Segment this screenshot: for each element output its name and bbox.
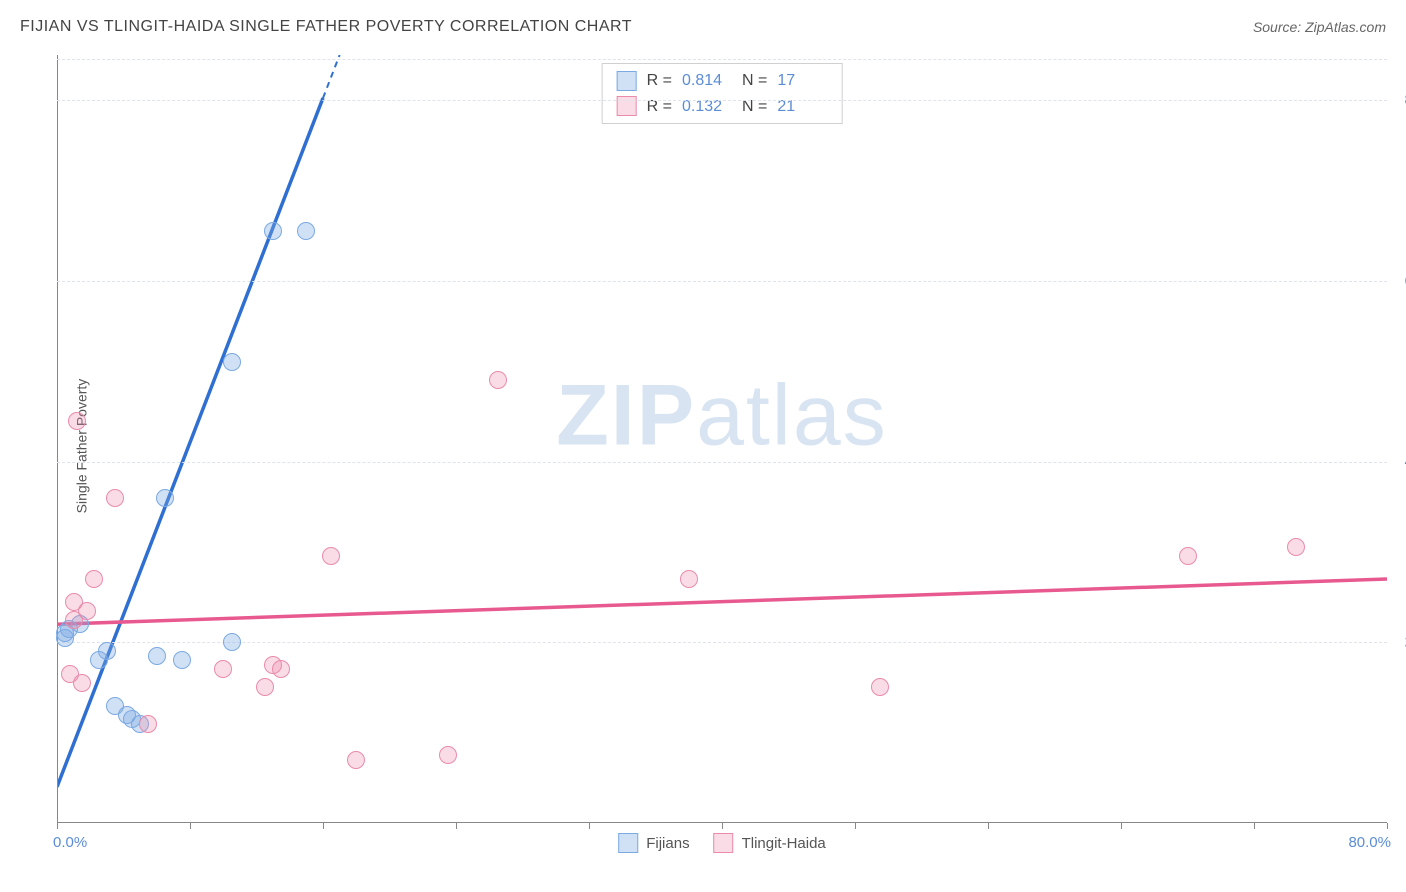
data-point	[439, 746, 457, 764]
x-tick	[190, 823, 191, 829]
data-point	[489, 371, 507, 389]
trend-lines	[57, 55, 1387, 823]
x-tick	[323, 823, 324, 829]
y-tick-label: 40.0%	[1392, 453, 1406, 470]
y-tick-label: 80.0%	[1392, 92, 1406, 109]
data-point	[871, 678, 889, 696]
data-point	[65, 593, 83, 611]
x-tick-label: 0.0%	[53, 834, 87, 851]
gridline	[57, 462, 1387, 463]
series-legend: Fijians Tlingit-Haida	[618, 833, 826, 853]
data-point	[73, 674, 91, 692]
data-point	[85, 570, 103, 588]
data-point	[264, 222, 282, 240]
data-point	[68, 412, 86, 430]
data-point	[1179, 547, 1197, 565]
gridline	[57, 100, 1387, 101]
y-tick-label: 60.0%	[1392, 272, 1406, 289]
x-tick	[589, 823, 590, 829]
data-point	[118, 706, 136, 724]
data-point	[680, 570, 698, 588]
data-point	[98, 642, 116, 660]
x-tick	[1254, 823, 1255, 829]
x-tick-label: 80.0%	[1348, 834, 1391, 851]
data-point	[1287, 538, 1305, 556]
legend-row: R =0.814 N =17	[617, 68, 828, 94]
x-tick	[1387, 823, 1388, 829]
x-tick	[855, 823, 856, 829]
data-point	[148, 647, 166, 665]
y-tick-label: 20.0%	[1392, 634, 1406, 651]
data-point	[156, 489, 174, 507]
y-axis-line	[57, 55, 58, 823]
x-tick	[988, 823, 989, 829]
x-tick	[456, 823, 457, 829]
data-point	[223, 633, 241, 651]
legend-item: Fijians	[618, 833, 689, 853]
data-point	[256, 678, 274, 696]
data-point	[106, 489, 124, 507]
gridline	[57, 642, 1387, 643]
x-tick	[1121, 823, 1122, 829]
data-point	[139, 715, 157, 733]
data-point	[173, 651, 191, 669]
data-point	[214, 660, 232, 678]
correlation-legend: R =0.814 N =17 R =0.132 N =21	[602, 63, 843, 124]
data-point	[264, 656, 282, 674]
data-point	[322, 547, 340, 565]
data-point	[347, 751, 365, 769]
chart-title: FIJIAN VS TLINGIT-HAIDA SINGLE FATHER PO…	[20, 18, 632, 36]
gridline	[57, 281, 1387, 282]
source-attribution: Source: ZipAtlas.com	[1253, 19, 1386, 35]
gridline	[57, 59, 1387, 60]
scatter-plot: ZIPatlas R =0.814 N =17 R =0.132 N =21 F…	[57, 55, 1387, 823]
legend-item: Tlingit-Haida	[714, 833, 826, 853]
data-point	[297, 222, 315, 240]
legend-row: R =0.132 N =21	[617, 94, 828, 120]
data-point	[65, 611, 83, 629]
watermark: ZIPatlas	[556, 366, 887, 465]
x-tick	[57, 823, 58, 829]
x-tick	[722, 823, 723, 829]
data-point	[223, 353, 241, 371]
